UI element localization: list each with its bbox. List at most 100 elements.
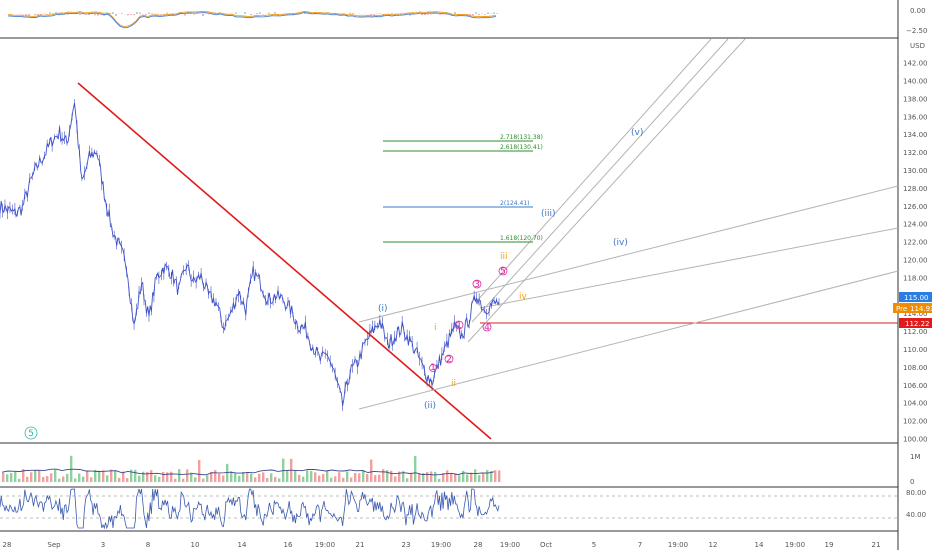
volume-bar xyxy=(462,470,465,482)
volume-bar xyxy=(386,470,389,482)
volume-bar xyxy=(394,476,397,482)
last-price-tag: 115.00 xyxy=(899,292,932,302)
price-tick-label: 136.00 xyxy=(903,113,928,121)
drawing-overlays[interactable]: 2.718(131.38) 2.618(130.41) 2(124.41) 1.… xyxy=(77,38,899,440)
volume-bar xyxy=(378,474,381,482)
price-tick-label: 120.00 xyxy=(903,257,928,265)
wave-label: (i) xyxy=(378,304,388,314)
volume-bar xyxy=(406,478,409,482)
volume-bar xyxy=(306,470,309,482)
circled-wave-4: 4 xyxy=(482,322,492,333)
volume-bar xyxy=(94,469,97,482)
volume-axis-label: 1M xyxy=(910,453,921,461)
volume-bar xyxy=(182,478,185,482)
wave-label: i xyxy=(434,323,437,333)
svg-text:5: 5 xyxy=(28,429,34,439)
macd-signal-line xyxy=(7,12,497,29)
volume-bar xyxy=(370,459,373,482)
circled-wave-3: 3 xyxy=(472,279,482,290)
macd-marks xyxy=(7,10,498,29)
price-tick-label: 130.00 xyxy=(903,167,928,175)
price-tick-label: 126.00 xyxy=(903,203,928,211)
volume-bar xyxy=(238,475,241,482)
x-tick-label: Sep xyxy=(47,541,61,549)
fib-label: 1.618(120.70) xyxy=(500,235,543,242)
wave-label: (iii) xyxy=(541,209,556,219)
svg-text:114.93: 114.93 xyxy=(910,305,932,313)
wave-labels[interactable]: (i) (ii) (iii) (iv) (v) i ii iii iv 1 2 … xyxy=(24,128,643,440)
downtrend-line[interactable] xyxy=(77,82,492,440)
volume-bar xyxy=(138,475,141,482)
volume-bar xyxy=(310,470,313,482)
price-tick-label: 106.00 xyxy=(903,382,928,390)
x-axis[interactable]: 28 Sep 3 8 10 14 16 19:00 21 23 19:00 28 19:00 Oct 5 7 1… xyxy=(3,541,881,549)
wave-label: (iv) xyxy=(613,238,628,248)
volume-bar xyxy=(326,471,329,482)
x-tick-label: 19:00 xyxy=(668,541,688,549)
volume-bar xyxy=(38,470,41,482)
volume-bar xyxy=(438,478,441,482)
volume-bar xyxy=(374,475,377,482)
volume-bar xyxy=(34,470,37,482)
volume-bar xyxy=(106,475,109,482)
x-tick-label: 3 xyxy=(101,541,105,549)
volume-bar xyxy=(118,477,121,482)
macd-axis-label: 0.00 xyxy=(910,7,926,15)
volume-bar xyxy=(46,476,49,482)
volume-bar xyxy=(30,472,33,482)
volume-marks xyxy=(1,455,501,482)
volume-bar xyxy=(130,469,133,482)
volume-bar xyxy=(22,469,25,482)
x-tick-label: 23 xyxy=(402,541,411,549)
volume-bar xyxy=(14,471,17,482)
channel-lines[interactable] xyxy=(358,38,899,410)
volume-bar xyxy=(482,473,485,482)
volume-bar xyxy=(234,473,237,482)
volume-bar xyxy=(198,459,201,482)
volume-bar xyxy=(458,475,461,482)
volume-bar xyxy=(206,475,209,482)
volume-bar xyxy=(494,470,497,482)
volume-bar xyxy=(366,474,369,482)
volume-bar xyxy=(430,471,433,482)
fib-levels[interactable] xyxy=(383,140,533,243)
svg-text:5: 5 xyxy=(500,267,506,277)
svg-text:Pre: Pre xyxy=(896,305,907,313)
volume-bar xyxy=(422,473,425,482)
volume-bar xyxy=(222,475,225,482)
rsi-panel[interactable]: 80.00 40.00 xyxy=(0,488,926,530)
circled-wave-5: 5 xyxy=(498,266,508,277)
x-tick-label: 19 xyxy=(825,541,834,549)
volume-bar xyxy=(426,472,429,482)
price-tick-label: 140.00 xyxy=(903,78,928,86)
volume-bar xyxy=(202,478,205,482)
price-tick-label: 132.00 xyxy=(903,149,928,157)
volume-bar xyxy=(342,477,345,482)
volume-bar xyxy=(454,473,457,482)
x-tick-label: 28 xyxy=(474,541,483,549)
svg-text:112.22: 112.22 xyxy=(905,320,930,328)
volume-bar xyxy=(490,471,493,482)
volume-bar xyxy=(58,478,61,482)
volume-bar xyxy=(102,470,105,482)
volume-bar xyxy=(98,470,101,482)
volume-bar xyxy=(362,469,365,482)
circled-wave-1-small: 1 xyxy=(429,363,437,373)
volume-axis-label: 0 xyxy=(910,478,914,486)
volume-bar xyxy=(210,471,213,482)
volume-bar xyxy=(194,477,197,482)
volume-panel[interactable]: 1M 0 xyxy=(1,453,921,486)
price-axis[interactable]: USD 142.00 140.00 138.00 136.00 134.00 132.00… xyxy=(903,42,928,444)
volume-bar xyxy=(174,478,177,482)
rsi-axis-label: 80.00 xyxy=(906,489,926,497)
macd-panel[interactable]: 0.00 −2.50 xyxy=(7,7,927,35)
circled-wave-2: 2 xyxy=(444,354,454,365)
volume-bar xyxy=(162,471,165,482)
level-price-tag: 112.22 xyxy=(899,318,932,328)
volume-bar xyxy=(402,471,405,482)
volume-bar xyxy=(50,473,53,482)
price-tick-label: 102.00 xyxy=(903,418,928,426)
price-series[interactable] xyxy=(0,99,500,411)
volume-bar xyxy=(78,473,81,482)
